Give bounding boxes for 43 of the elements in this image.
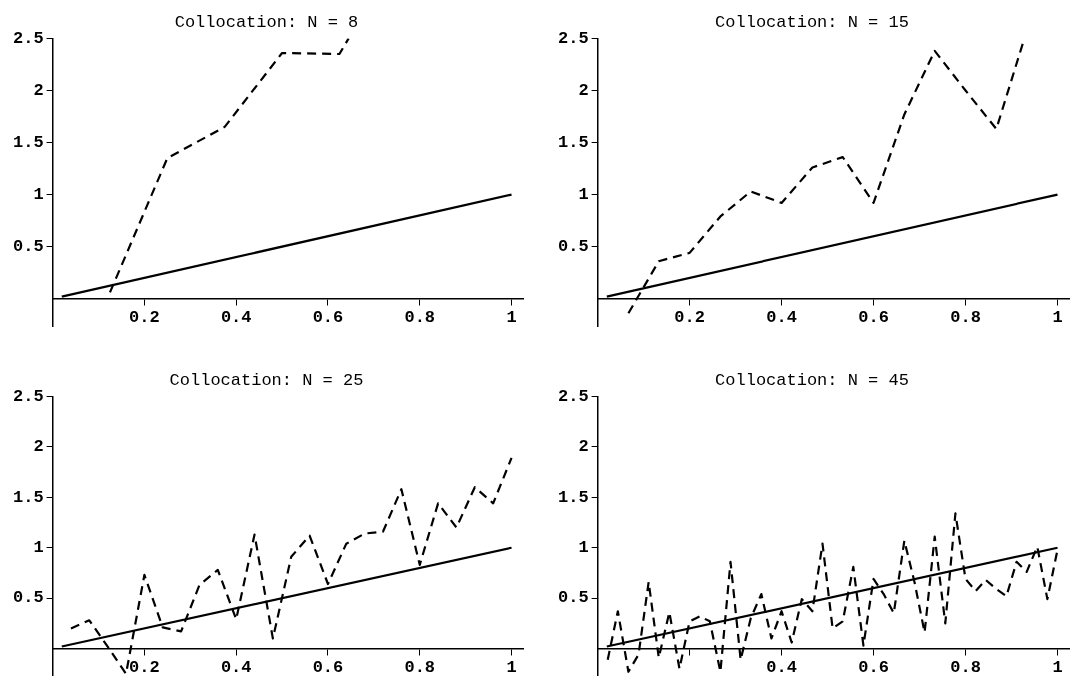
x-tick-label: 0.8: [950, 658, 981, 678]
x-tick-label: 1: [506, 658, 517, 678]
y-tick-label: 1.5: [558, 132, 589, 152]
y-tick-label: 2.5: [13, 386, 44, 406]
chart-title: Collocation: N = 25: [169, 370, 364, 390]
y-tick-label: 2.5: [558, 28, 589, 48]
x-tick-label: 0.4: [766, 658, 797, 678]
x-tick-label: 0.6: [858, 658, 889, 678]
x-tick-label: 0.6: [312, 658, 344, 678]
x-tick-label: 0.8: [404, 308, 436, 328]
x-tick-label: 0.2: [129, 308, 160, 328]
y-tick-label: 2.5: [13, 28, 44, 48]
y-tick-label: 1.5: [558, 487, 589, 507]
x-tick-label: 1: [1052, 308, 1063, 328]
y-tick-label: 1: [578, 537, 589, 557]
x-tick-label: 0.4: [220, 308, 252, 328]
y-tick-label: 0.5: [13, 588, 44, 608]
x-tick-label: 0.8: [404, 658, 436, 678]
y-tick-label: 1: [578, 184, 589, 204]
y-tick-label: 1: [33, 537, 44, 557]
y-tick-label: 2.5: [558, 386, 589, 406]
y-tick-label: 0.5: [558, 588, 589, 608]
y-tick-label: 1.5: [13, 132, 44, 152]
x-tick-label: 1: [506, 308, 517, 328]
chart-title: Collocation: N = 45: [715, 370, 909, 390]
y-tick-label: 2: [33, 437, 44, 457]
y-tick-label: 2: [578, 80, 589, 100]
x-tick-label: 1: [1052, 658, 1063, 678]
x-tick-label: 0.2: [129, 658, 160, 678]
y-tick-label: 0.5: [13, 236, 44, 256]
x-tick-label: 0.4: [220, 658, 252, 678]
x-tick-label: 0.6: [858, 308, 889, 328]
y-tick-label: 0.5: [558, 236, 589, 256]
x-tick-label: 0.4: [766, 308, 797, 328]
y-tick-label: 2: [33, 80, 44, 100]
x-tick-label: 0.6: [312, 308, 344, 328]
chart-title: Collocation: N = 15: [715, 12, 909, 32]
x-tick-label: 0.2: [674, 308, 705, 328]
y-tick-label: 1.5: [13, 487, 44, 507]
y-tick-label: 2: [578, 437, 589, 457]
y-tick-label: 1: [33, 184, 44, 204]
x-tick-label: 0.8: [950, 308, 981, 328]
chart-title: Collocation: N = 8: [174, 12, 359, 32]
